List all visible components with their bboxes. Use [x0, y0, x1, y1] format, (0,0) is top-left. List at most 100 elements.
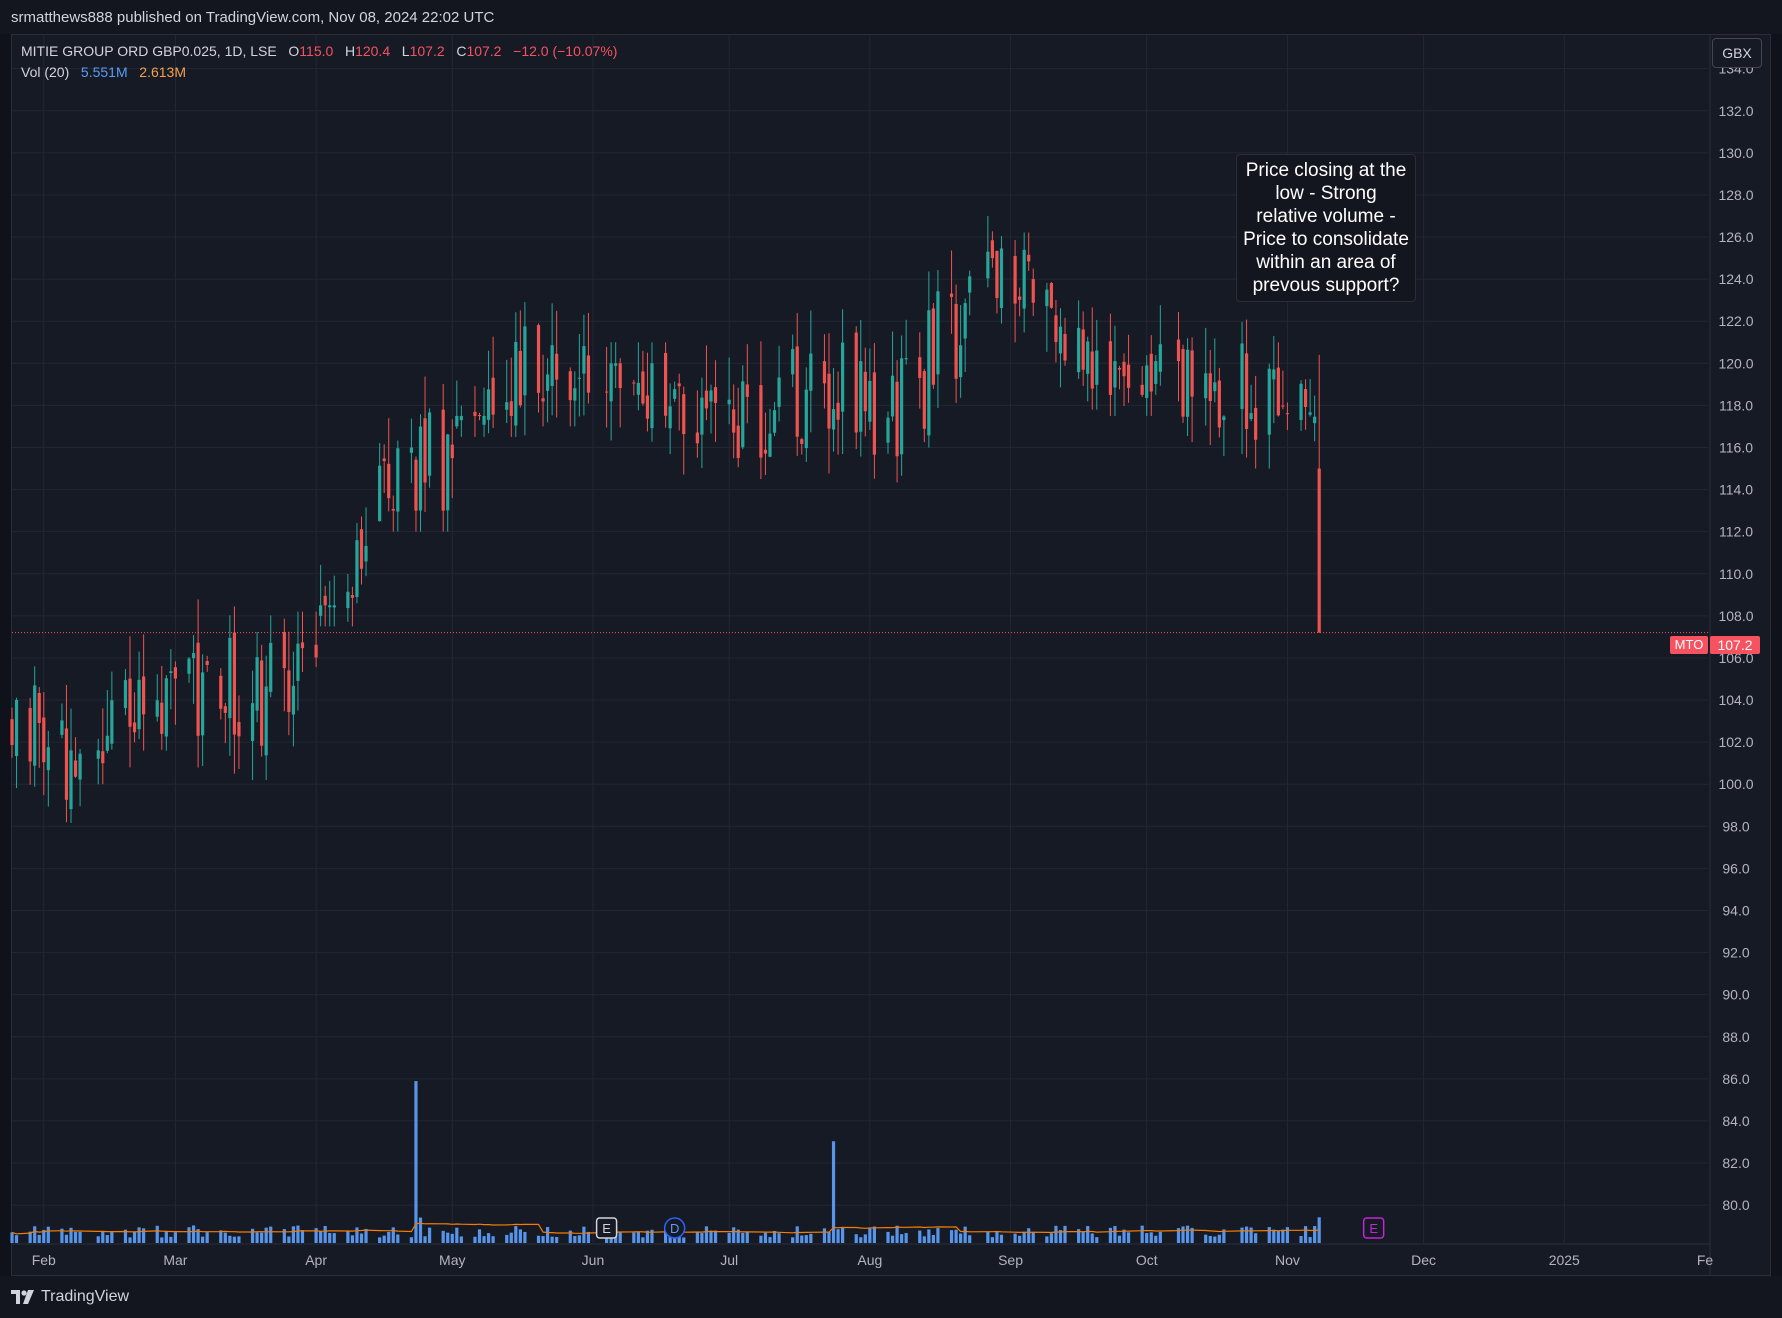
candle-body	[296, 643, 300, 681]
volume-bar	[396, 1234, 400, 1243]
volume-bar	[450, 1233, 454, 1243]
candle-body	[1267, 368, 1271, 435]
volume-bar	[1045, 1236, 1049, 1243]
volume-bar	[577, 1235, 581, 1243]
candle-body	[795, 346, 799, 437]
currency-button[interactable]: GBX	[1712, 38, 1762, 68]
volume-bar	[1176, 1228, 1181, 1243]
last-price-tag: 107.2	[1710, 636, 1760, 654]
time-tick-label: Oct	[1136, 1252, 1158, 1268]
candle-body	[695, 432, 699, 444]
candle-body	[663, 352, 668, 416]
candle-body	[931, 308, 935, 385]
candle-body	[1049, 283, 1054, 308]
open-value: 115.0	[299, 43, 334, 59]
candle-body	[1254, 407, 1258, 440]
candle-body	[936, 291, 940, 375]
volume-bar	[255, 1232, 259, 1243]
candle-body	[1176, 339, 1181, 362]
candle-body	[541, 398, 545, 402]
candle-body	[132, 722, 137, 733]
volume-bar	[736, 1229, 740, 1243]
volume-bar	[1117, 1235, 1122, 1243]
tradingview-brand[interactable]: TradingView	[41, 1288, 130, 1305]
volume-bars	[10, 1081, 1321, 1243]
volume-bar	[1299, 1236, 1303, 1243]
candle-body	[1190, 350, 1194, 397]
candle-body	[836, 402, 840, 420]
volume-bar	[78, 1231, 82, 1243]
volume-bar	[1018, 1235, 1022, 1243]
volume-bar	[101, 1231, 105, 1243]
candle-body	[986, 251, 990, 279]
time-axis: Feb Mar Apr May Jun Jul Aug Sep Oct Nov Dec 2025 Fe	[12, 1243, 1713, 1268]
volume-legend: Vol (20) 5.551M 2.613M	[21, 64, 186, 80]
candle-body	[990, 240, 994, 259]
price-tick-label: 102.0	[1718, 734, 1753, 750]
volume-bar	[763, 1232, 768, 1243]
volume-bar	[886, 1231, 890, 1243]
candle-body	[827, 373, 831, 429]
volume-bar	[555, 1236, 559, 1243]
candle-body	[618, 363, 622, 388]
candle-body	[255, 657, 259, 711]
candle-body	[1022, 249, 1026, 309]
tradingview-logo-icon[interactable]	[11, 1290, 35, 1304]
candle-body	[632, 382, 636, 384]
volume-bar	[319, 1231, 323, 1243]
price-tick-label: 96.0	[1722, 860, 1749, 876]
volume-bar	[1276, 1230, 1280, 1243]
candle-body	[69, 750, 73, 810]
candle-body	[609, 363, 613, 402]
volume-bar	[328, 1233, 332, 1243]
volume-bar	[1086, 1226, 1090, 1243]
volume-bar	[931, 1234, 935, 1243]
volume-bar	[169, 1236, 173, 1243]
volume-bar	[682, 1237, 686, 1243]
candle-body	[1145, 365, 1149, 398]
candle-body	[37, 692, 41, 723]
candle-body	[427, 412, 432, 476]
volume-bar	[142, 1228, 146, 1243]
volume-bar	[1113, 1226, 1117, 1243]
candle-body	[396, 448, 400, 512]
volume-bar	[663, 1226, 668, 1243]
candle-body	[196, 642, 200, 736]
candle-body	[173, 667, 177, 679]
candle-body	[1217, 380, 1221, 428]
candle-body	[60, 720, 64, 735]
volume-bar	[545, 1227, 550, 1243]
low-label: L	[401, 43, 410, 59]
candle-body	[1308, 412, 1312, 415]
candle-body	[96, 750, 100, 759]
candle-body	[264, 686, 268, 756]
candle-body	[1140, 384, 1144, 395]
volume-bar	[777, 1233, 781, 1243]
volume-bar	[1126, 1232, 1131, 1243]
text-annotation[interactable]: Price closing at the low - Strong relati…	[1236, 154, 1416, 302]
price-tick-label: 80.0	[1722, 1197, 1749, 1213]
candle-body	[505, 402, 509, 410]
candle-body	[1303, 389, 1308, 407]
volume-bar	[795, 1226, 799, 1243]
candle-body	[1204, 373, 1208, 399]
volume-bar	[455, 1227, 459, 1243]
volume-bar	[314, 1228, 318, 1243]
volume-bar	[260, 1232, 264, 1243]
volume-bar	[128, 1237, 132, 1243]
candlestick-chart[interactable]: 134.0132.0130.0128.0126.0124.0122.0120.0…	[0, 0, 1782, 1276]
volume-bar	[223, 1232, 227, 1243]
volume-bar	[772, 1230, 777, 1243]
candle-body	[777, 377, 781, 407]
volume-bar	[1058, 1230, 1063, 1243]
volume-bar	[69, 1227, 73, 1243]
volume-bar	[64, 1234, 69, 1243]
candle-body	[895, 381, 899, 457]
candle-body	[886, 417, 890, 443]
chart-frame[interactable]	[11, 34, 1771, 1276]
volume-bar	[364, 1228, 368, 1243]
candle-body	[536, 325, 541, 393]
candle-body	[995, 251, 999, 299]
candle-body	[387, 463, 391, 499]
price-tick-label: 86.0	[1722, 1071, 1749, 1087]
